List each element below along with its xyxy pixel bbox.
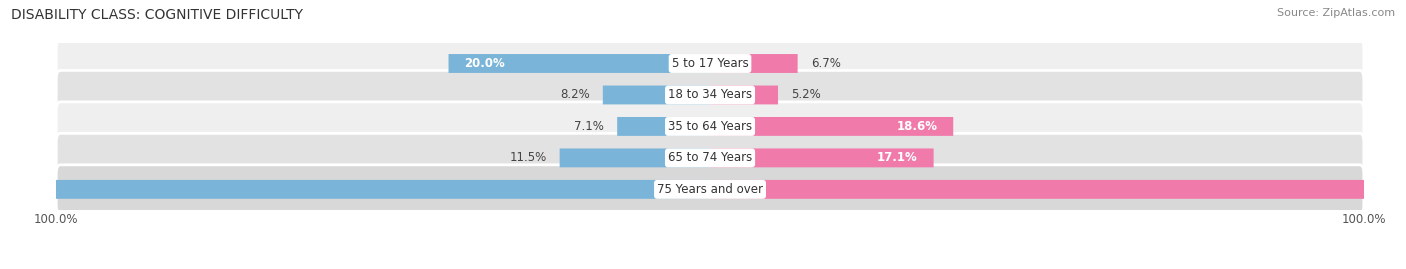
Text: 75 Years and over: 75 Years and over xyxy=(657,183,763,196)
FancyBboxPatch shape xyxy=(710,180,1406,199)
FancyBboxPatch shape xyxy=(710,148,934,167)
FancyBboxPatch shape xyxy=(617,117,710,136)
Text: DISABILITY CLASS: COGNITIVE DIFFICULTY: DISABILITY CLASS: COGNITIVE DIFFICULTY xyxy=(11,8,304,22)
Text: 65 to 74 Years: 65 to 74 Years xyxy=(668,151,752,164)
FancyBboxPatch shape xyxy=(560,148,710,167)
Text: 5.2%: 5.2% xyxy=(792,89,821,101)
FancyBboxPatch shape xyxy=(56,70,1364,119)
FancyBboxPatch shape xyxy=(56,102,1364,151)
Text: Source: ZipAtlas.com: Source: ZipAtlas.com xyxy=(1277,8,1395,18)
FancyBboxPatch shape xyxy=(449,54,710,73)
FancyBboxPatch shape xyxy=(56,165,1364,214)
Text: 7.1%: 7.1% xyxy=(574,120,605,133)
Text: 6.7%: 6.7% xyxy=(811,57,841,70)
Text: 18 to 34 Years: 18 to 34 Years xyxy=(668,89,752,101)
FancyBboxPatch shape xyxy=(0,180,710,199)
FancyBboxPatch shape xyxy=(710,117,953,136)
FancyBboxPatch shape xyxy=(56,39,1364,88)
Text: 20.0%: 20.0% xyxy=(464,57,505,70)
Text: 17.1%: 17.1% xyxy=(877,151,918,164)
Text: 18.6%: 18.6% xyxy=(897,120,938,133)
Text: 11.5%: 11.5% xyxy=(509,151,547,164)
FancyBboxPatch shape xyxy=(56,133,1364,182)
FancyBboxPatch shape xyxy=(710,54,797,73)
FancyBboxPatch shape xyxy=(710,86,778,104)
Text: 8.2%: 8.2% xyxy=(560,89,589,101)
Text: 5 to 17 Years: 5 to 17 Years xyxy=(672,57,748,70)
FancyBboxPatch shape xyxy=(603,86,710,104)
Text: 35 to 64 Years: 35 to 64 Years xyxy=(668,120,752,133)
